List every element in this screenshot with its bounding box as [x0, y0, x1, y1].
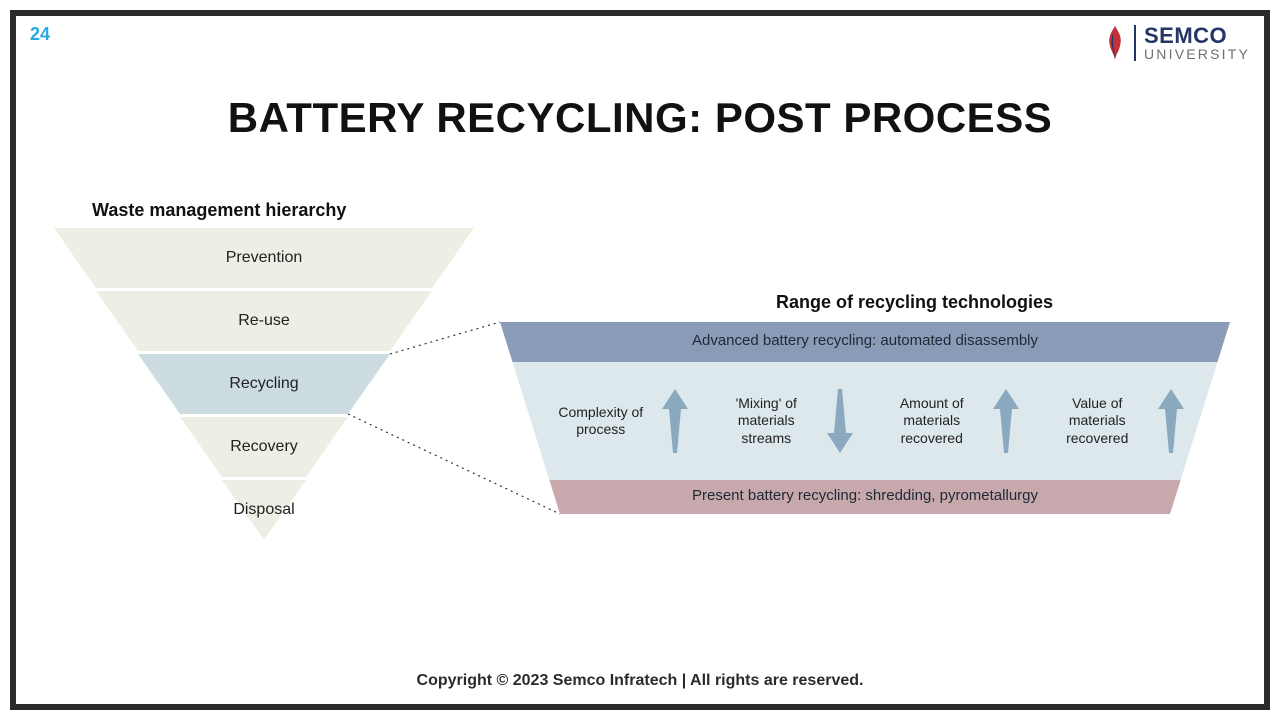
- range-mid-item: Value of materials recovered: [1042, 389, 1184, 453]
- funnel-label: Prevention: [54, 228, 474, 288]
- funnel-label: Recycling: [54, 354, 474, 414]
- range-mid-text: 'Mixing' of materials streams: [711, 395, 821, 448]
- range-mid-text: Value of materials recovered: [1042, 395, 1152, 448]
- range-mid-item: Amount of materials recovered: [877, 389, 1019, 453]
- funnel-level: Disposal: [54, 480, 474, 540]
- arrow-down-icon: [827, 389, 853, 453]
- copyright: Copyright © 2023 Semco Infratech | All r…: [16, 672, 1264, 690]
- page-number: 24: [30, 24, 50, 45]
- range-mid-item: Complexity of process: [546, 389, 688, 453]
- flame-icon: [1104, 24, 1126, 62]
- funnel-label: Recovery: [54, 417, 474, 477]
- funnel-level: Recovery: [54, 417, 474, 477]
- range-mid-text: Complexity of process: [546, 404, 656, 439]
- slide-frame: 24 SEMCO UNIVERSITY BATTERY RECYCLING: P…: [10, 10, 1270, 710]
- arrow-up-icon: [1158, 389, 1184, 453]
- range-middle-row: Complexity of process 'Mixing' of materia…: [534, 370, 1196, 472]
- range-top-label: Advanced battery recycling: automated di…: [500, 332, 1230, 349]
- range-bottom-label: Present battery recycling: shredding, py…: [500, 487, 1230, 504]
- range-trapezoid: Advanced battery recycling: automated di…: [500, 322, 1230, 514]
- range-mid-item: 'Mixing' of materials streams: [711, 389, 853, 453]
- logo-sub: UNIVERSITY: [1144, 47, 1250, 61]
- brand-logo: SEMCO UNIVERSITY: [1104, 24, 1250, 62]
- arrow-up-icon: [993, 389, 1019, 453]
- funnel-level: Prevention: [54, 228, 474, 288]
- hierarchy-funnel: PreventionRe-useRecyclingRecoveryDisposa…: [54, 228, 474, 543]
- range-title: Range of recycling technologies: [776, 292, 1053, 313]
- funnel-level: Re-use: [54, 291, 474, 351]
- hierarchy-title: Waste management hierarchy: [92, 200, 346, 221]
- funnel-level: Recycling: [54, 354, 474, 414]
- logo-brand: SEMCO: [1144, 25, 1227, 47]
- page-title: BATTERY RECYCLING: POST PROCESS: [16, 94, 1264, 142]
- arrow-up-icon: [662, 389, 688, 453]
- funnel-label: Disposal: [54, 480, 474, 540]
- funnel-label: Re-use: [54, 291, 474, 351]
- range-mid-text: Amount of materials recovered: [877, 395, 987, 448]
